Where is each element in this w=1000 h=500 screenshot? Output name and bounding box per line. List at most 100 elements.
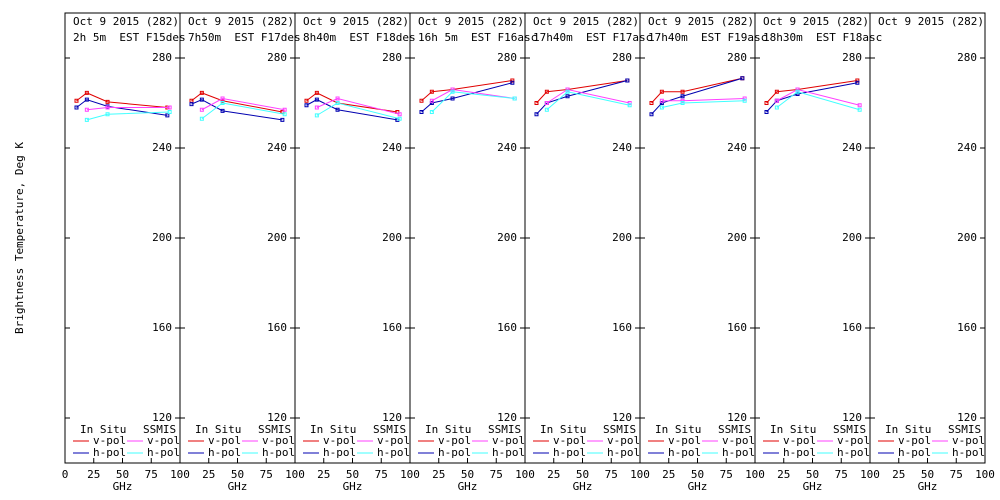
legend-label: v-pol xyxy=(837,434,870,447)
point-marker xyxy=(544,101,549,105)
legend-group-title: In Situ xyxy=(655,423,701,436)
point-marker xyxy=(680,101,685,105)
series-line xyxy=(306,99,398,121)
legend-label: h-pol xyxy=(208,446,241,459)
point-marker xyxy=(429,110,434,114)
point-marker xyxy=(335,96,340,101)
x-tick-label: 75 xyxy=(950,468,963,481)
y-tick-label: 160 xyxy=(612,321,632,334)
point-marker xyxy=(429,89,434,94)
y-tick-label: 280 xyxy=(152,51,172,64)
point-marker xyxy=(680,94,685,99)
point-marker xyxy=(795,92,800,96)
y-tick-label: 280 xyxy=(497,51,517,64)
y-tick-label: 120 xyxy=(267,411,287,424)
series-line xyxy=(191,99,283,121)
series-line xyxy=(776,91,860,111)
series-line xyxy=(86,111,170,121)
series-line xyxy=(766,80,858,104)
point-marker xyxy=(189,102,194,107)
point-marker xyxy=(450,89,455,94)
point-marker xyxy=(774,89,779,94)
point-marker xyxy=(510,80,515,85)
y-tick-label: 160 xyxy=(727,321,747,334)
panel-subtitle: 2h 5m EST F15des xyxy=(73,31,186,44)
series-line xyxy=(776,88,860,106)
legend-label: v-pol xyxy=(438,434,471,447)
legend-label: v-pol xyxy=(208,434,241,447)
x-tick-label: 75 xyxy=(260,468,273,481)
x-tick-label: 100 xyxy=(860,468,880,481)
y-tick-label: 120 xyxy=(497,411,517,424)
point-marker xyxy=(565,89,570,94)
legend-label: v-pol xyxy=(93,434,126,447)
point-marker xyxy=(627,101,632,105)
y-tick-label: 240 xyxy=(152,141,172,154)
legend-label: h-pol xyxy=(898,446,931,459)
x-axis-label: GHz xyxy=(803,480,823,493)
y-tick-label: 200 xyxy=(152,231,172,244)
y-tick-label: 120 xyxy=(382,411,402,424)
x-axis-label: GHz xyxy=(573,480,593,493)
series-line xyxy=(651,77,743,104)
point-marker xyxy=(565,94,570,99)
x-axis-label: GHz xyxy=(228,480,248,493)
y-tick-label: 240 xyxy=(497,141,517,154)
point-marker xyxy=(795,89,800,94)
point-marker xyxy=(84,117,89,122)
series-line xyxy=(431,91,515,113)
point-marker xyxy=(105,105,110,110)
point-marker xyxy=(649,112,654,117)
series-line xyxy=(191,92,283,113)
point-marker xyxy=(534,112,539,117)
legend-group-title: In Situ xyxy=(540,423,586,436)
y-tick-label: 200 xyxy=(267,231,287,244)
x-tick-label: 100 xyxy=(745,468,765,481)
x-tick-label: 0 xyxy=(62,468,69,481)
series-line xyxy=(421,80,513,102)
series-line xyxy=(546,91,630,111)
point-marker xyxy=(105,99,110,104)
point-marker xyxy=(314,105,319,110)
y-tick-label: 240 xyxy=(382,141,402,154)
x-tick-label: 100 xyxy=(515,468,535,481)
series-line xyxy=(651,77,743,115)
y-tick-label: 160 xyxy=(497,321,517,334)
series-line xyxy=(536,80,628,115)
panel-subtitle: 16h 5m EST F16asc xyxy=(418,31,537,44)
legend-group-title: In Situ xyxy=(425,423,471,436)
point-marker xyxy=(419,110,424,114)
series-line xyxy=(431,88,515,102)
series-line xyxy=(421,82,513,113)
y-tick-label: 160 xyxy=(267,321,287,334)
point-marker xyxy=(764,110,769,114)
y-tick-label: 280 xyxy=(267,51,287,64)
point-marker xyxy=(220,101,225,105)
panel-title: Oct 9 2015 (282) xyxy=(648,15,754,28)
point-marker xyxy=(314,90,319,95)
point-marker xyxy=(220,98,225,103)
y-tick-label: 280 xyxy=(727,51,747,64)
legend-group-title: In Situ xyxy=(80,423,126,436)
point-marker xyxy=(544,107,549,112)
panel-subtitle: 17h40m EST F19asc xyxy=(648,31,767,44)
point-marker xyxy=(419,98,424,103)
legend-label: h-pol xyxy=(438,446,471,459)
legend-group-title: SSMIS xyxy=(718,423,751,436)
y-tick-label: 120 xyxy=(842,411,862,424)
legend-label: h-pol xyxy=(377,446,410,459)
point-marker xyxy=(774,105,779,110)
legend-group-title: In Situ xyxy=(310,423,356,436)
y-tick-label: 240 xyxy=(957,141,977,154)
x-tick-label: 100 xyxy=(630,468,650,481)
point-marker xyxy=(220,108,225,113)
point-marker xyxy=(857,107,862,112)
point-marker xyxy=(659,105,664,110)
point-marker xyxy=(659,101,664,105)
legend-group-title: In Situ xyxy=(195,423,241,436)
y-tick-label: 160 xyxy=(152,321,172,334)
series-line xyxy=(86,107,170,111)
point-marker xyxy=(304,98,309,103)
point-marker xyxy=(659,98,664,103)
